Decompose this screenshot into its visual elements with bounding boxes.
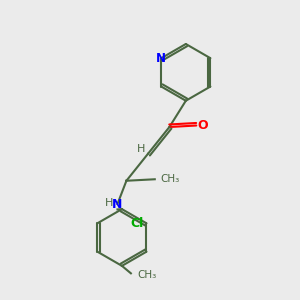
Text: CH₃: CH₃ — [137, 270, 157, 280]
Text: N: N — [156, 52, 166, 65]
Text: N: N — [112, 197, 123, 211]
Text: CH₃: CH₃ — [160, 174, 179, 184]
Text: H: H — [105, 198, 113, 208]
Text: H: H — [137, 143, 146, 154]
Text: O: O — [197, 119, 208, 132]
Text: Cl: Cl — [130, 217, 144, 230]
